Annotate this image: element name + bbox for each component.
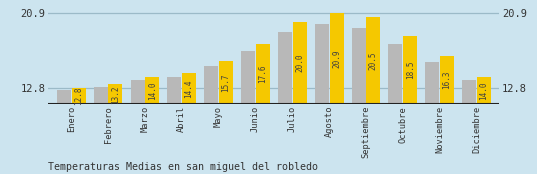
- Bar: [182, 73, 196, 104]
- Bar: [315, 24, 329, 104]
- Bar: [219, 61, 233, 104]
- Bar: [145, 77, 159, 104]
- Bar: [168, 77, 182, 104]
- Bar: [93, 87, 107, 104]
- Text: 20.5: 20.5: [369, 52, 378, 70]
- Text: 18.5: 18.5: [406, 61, 415, 79]
- Bar: [278, 32, 292, 104]
- Text: 17.6: 17.6: [258, 65, 267, 83]
- Bar: [71, 88, 85, 104]
- Bar: [366, 17, 380, 104]
- Text: 15.7: 15.7: [221, 74, 230, 92]
- Bar: [256, 44, 270, 104]
- Bar: [57, 90, 71, 104]
- Bar: [425, 62, 439, 104]
- Text: 13.2: 13.2: [111, 85, 120, 104]
- Text: 16.3: 16.3: [442, 71, 452, 89]
- Bar: [403, 35, 417, 104]
- Bar: [352, 28, 366, 104]
- Bar: [241, 51, 255, 104]
- Bar: [330, 14, 344, 104]
- Bar: [293, 22, 307, 104]
- Text: 14.0: 14.0: [480, 81, 489, 100]
- Text: 20.0: 20.0: [295, 54, 304, 72]
- Text: 20.9: 20.9: [332, 50, 341, 68]
- Text: 14.4: 14.4: [185, 80, 194, 98]
- Bar: [204, 66, 218, 104]
- Bar: [440, 56, 454, 104]
- Bar: [130, 80, 144, 104]
- Bar: [108, 84, 122, 104]
- Bar: [388, 44, 403, 104]
- Text: Temperaturas Medias en san miguel del robledo: Temperaturas Medias en san miguel del ro…: [48, 162, 318, 172]
- Text: 14.0: 14.0: [148, 81, 157, 100]
- Bar: [462, 80, 476, 104]
- Bar: [477, 77, 491, 104]
- Text: 12.8: 12.8: [74, 87, 83, 105]
